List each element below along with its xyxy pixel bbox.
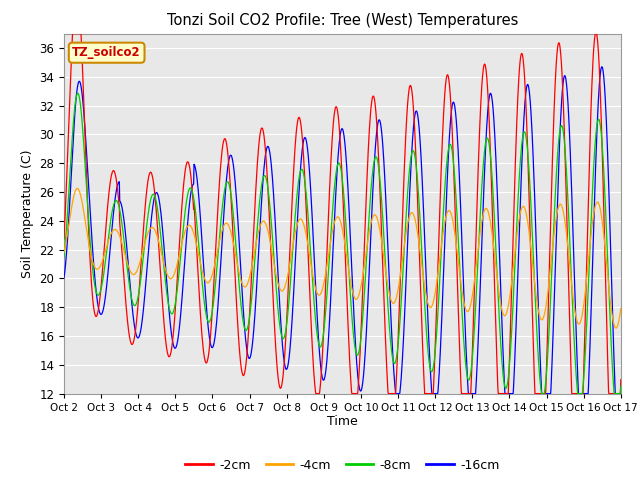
X-axis label: Time: Time: [327, 415, 358, 429]
Title: Tonzi Soil CO2 Profile: Tree (West) Temperatures: Tonzi Soil CO2 Profile: Tree (West) Temp…: [166, 13, 518, 28]
Y-axis label: Soil Temperature (C): Soil Temperature (C): [20, 149, 34, 278]
Legend: -2cm, -4cm, -8cm, -16cm: -2cm, -4cm, -8cm, -16cm: [180, 454, 504, 477]
Text: TZ_soilco2: TZ_soilco2: [72, 46, 141, 59]
